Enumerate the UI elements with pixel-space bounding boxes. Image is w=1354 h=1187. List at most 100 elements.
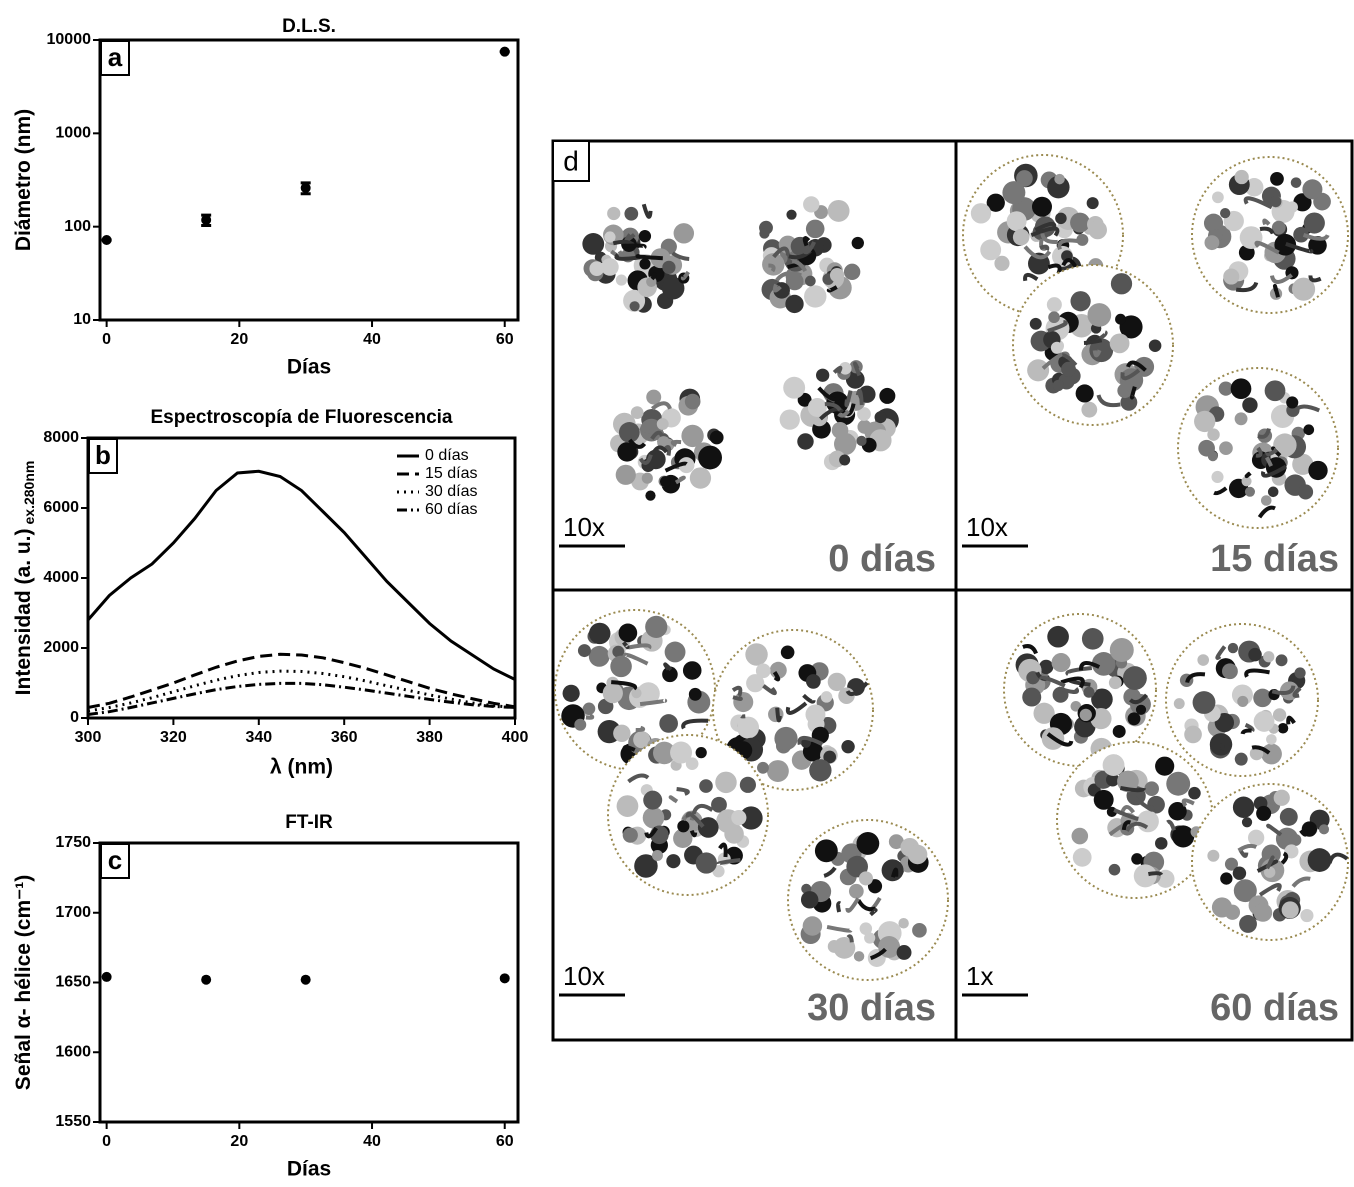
scale-label: 10x	[563, 961, 605, 991]
protein-blob	[1131, 853, 1142, 864]
protein-blob	[1256, 806, 1271, 821]
y-tick-label: 1600	[55, 1043, 91, 1060]
panel-label: c	[108, 845, 122, 875]
x-tick-label: 400	[502, 729, 529, 746]
protein-blob	[624, 207, 638, 221]
x-tick-label: 20	[230, 331, 248, 348]
protein-blob	[1087, 303, 1111, 327]
x-tick-label: 60	[496, 331, 514, 348]
protein-blob	[660, 476, 671, 487]
protein-blob	[803, 916, 822, 935]
protein-strand	[625, 747, 635, 750]
protein-blob	[875, 411, 887, 423]
protein-blob	[757, 762, 769, 774]
y-axis-label-main: Intensidad (a. u.)	[12, 528, 35, 695]
panel-label: d	[563, 145, 579, 176]
protein-blob	[1110, 638, 1134, 662]
protein-blob	[1235, 412, 1248, 425]
protein-blob	[1211, 471, 1223, 483]
protein-blob	[696, 747, 707, 758]
protein-blob	[670, 742, 692, 764]
x-tick-label: 60	[496, 1133, 514, 1150]
x-axis-label: Días	[287, 1158, 331, 1181]
protein-strand	[1264, 221, 1269, 225]
protein-blob	[1081, 402, 1097, 418]
protein-strand	[1247, 473, 1251, 476]
protein-strand	[1095, 350, 1100, 355]
chart-title: Espectroscopía de Fluorescencia	[150, 407, 452, 428]
time-label: 0 días	[828, 538, 936, 580]
protein-blob	[1073, 848, 1092, 867]
protein-blob	[1248, 648, 1261, 661]
protein-blob	[852, 237, 864, 249]
data-point	[500, 47, 510, 57]
protein-blob	[631, 688, 641, 698]
y-tick-label: 4000	[43, 569, 79, 586]
protein-blob	[1051, 342, 1063, 354]
y-axis-label-main: Diámetro (nm)	[12, 109, 35, 251]
protein-blob	[589, 623, 610, 644]
protein-blob	[1111, 273, 1132, 294]
chart-title: FT-IR	[285, 812, 333, 833]
x-tick-label: 20	[230, 1133, 248, 1150]
protein-blob	[623, 828, 638, 843]
plot-frame	[100, 40, 518, 320]
protein-strand	[834, 368, 840, 373]
protein-blob	[604, 231, 615, 242]
protein-blob	[1231, 378, 1252, 399]
protein-blob	[643, 791, 662, 810]
y-tick-label: 1650	[55, 974, 91, 991]
protein-blob	[1220, 208, 1230, 218]
protein-blob	[781, 645, 795, 659]
protein-blob	[1080, 709, 1092, 721]
protein-blob	[1002, 181, 1025, 204]
protein-blob	[1070, 291, 1090, 311]
protein-blob	[659, 714, 678, 733]
x-tick-label: 0	[102, 331, 111, 348]
protein-blob	[1319, 824, 1329, 834]
protein-blob	[1054, 174, 1065, 185]
data-point	[201, 215, 211, 225]
protein-blob	[1204, 235, 1219, 250]
protein-blob	[1254, 711, 1275, 732]
x-tick-label: 40	[363, 1133, 381, 1150]
x-tick-label: 340	[245, 729, 272, 746]
protein-strand	[652, 275, 655, 279]
series-line	[88, 683, 515, 714]
protein-blob	[1166, 772, 1190, 796]
protein-blob	[1070, 213, 1090, 233]
protein-blob	[1109, 864, 1121, 876]
x-tick-label: 360	[331, 729, 358, 746]
protein-blob	[616, 274, 627, 285]
protein-blob	[980, 239, 1001, 260]
protein-blob	[1048, 311, 1060, 323]
protein-blob	[731, 810, 746, 825]
protein-blob	[699, 779, 713, 793]
protein-blob	[1053, 380, 1064, 391]
protein-blob	[1047, 626, 1069, 648]
y-axis-label: Intensidad (a. u.)ex.280nm	[12, 461, 37, 696]
protein-blob	[1087, 197, 1099, 209]
protein-blob	[574, 719, 586, 731]
protein-blob	[1047, 297, 1062, 312]
protein-blob	[898, 918, 908, 928]
protein-blob	[839, 455, 850, 466]
y-axis-label: Señal α- hélice (cm⁻¹)	[12, 875, 35, 1090]
protein-blob	[1243, 399, 1257, 413]
protein-blob	[1022, 688, 1041, 707]
x-tick-label: 320	[160, 729, 187, 746]
protein-blob	[1052, 653, 1071, 672]
protein-blob	[1308, 461, 1327, 480]
series-line	[88, 654, 515, 707]
protein-blob	[1144, 781, 1159, 796]
protein-blob	[821, 691, 833, 703]
protein-blob	[774, 727, 797, 750]
protein-blob	[1109, 676, 1122, 689]
x-tick-label: 40	[363, 331, 381, 348]
protein-blob	[844, 264, 860, 280]
protein-blob	[908, 845, 928, 865]
protein-blob	[1248, 830, 1264, 846]
protein-blob	[603, 683, 623, 703]
time-label: 15 días	[1210, 538, 1339, 580]
legend-label: 30 días	[425, 483, 477, 500]
